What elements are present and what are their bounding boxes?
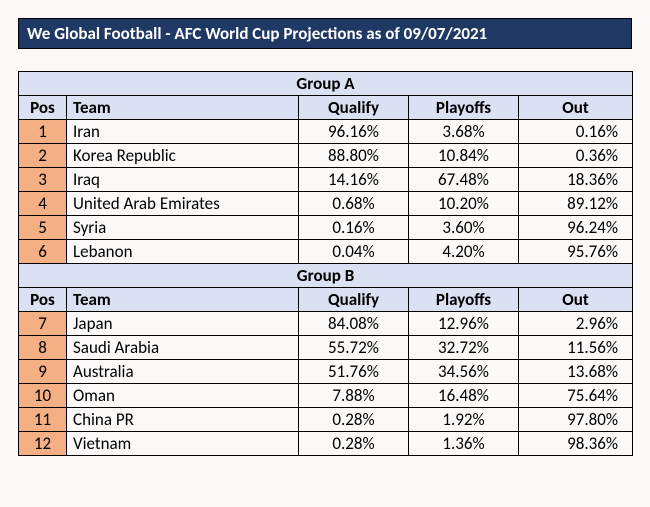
column-header: Pos [19,288,67,312]
qualify-cell: 88.80% [299,144,409,168]
title-bar: We Global Football - AFC World Cup Proje… [18,18,632,49]
pos-cell: 6 [19,240,67,264]
playoffs-cell: 12.96% [409,312,519,336]
table-row: 6Lebanon0.04%4.20%95.76% [19,240,633,264]
team-cell: Iraq [67,168,299,192]
group-header: Group A [19,72,633,96]
qualify-cell: 96.16% [299,120,409,144]
out-cell: 89.12% [519,192,633,216]
playoffs-cell: 10.84% [409,144,519,168]
qualify-cell: 0.28% [299,432,409,456]
column-header: Qualify [299,288,409,312]
out-cell: 75.64% [519,384,633,408]
projection-sheet: We Global Football - AFC World Cup Proje… [18,18,632,456]
column-header: Pos [19,96,67,120]
playoffs-cell: 34.56% [409,360,519,384]
team-cell: Vietnam [67,432,299,456]
playoffs-cell: 4.20% [409,240,519,264]
team-cell: China PR [67,408,299,432]
pos-cell: 2 [19,144,67,168]
table-row: 9Australia51.76%34.56%13.68% [19,360,633,384]
qualify-cell: 0.16% [299,216,409,240]
team-cell: Japan [67,312,299,336]
playoffs-cell: 3.68% [409,120,519,144]
out-cell: 97.80% [519,408,633,432]
playoffs-cell: 32.72% [409,336,519,360]
column-header: Team [67,96,299,120]
column-header-row: PosTeamQualifyPlayoffsOut [19,96,633,120]
out-cell: 0.16% [519,120,633,144]
pos-cell: 1 [19,120,67,144]
team-cell: Lebanon [67,240,299,264]
table-row: 4United Arab Emirates0.68%10.20%89.12% [19,192,633,216]
playoffs-cell: 1.36% [409,432,519,456]
out-cell: 13.68% [519,360,633,384]
table-row: 5Syria0.16%3.60%96.24% [19,216,633,240]
qualify-cell: 7.88% [299,384,409,408]
team-cell: Australia [67,360,299,384]
table-row: 12Vietnam0.28%1.36%98.36% [19,432,633,456]
team-cell: Oman [67,384,299,408]
table-row: 11China PR0.28%1.92%97.80% [19,408,633,432]
table-row: 10Oman7.88%16.48%75.64% [19,384,633,408]
out-cell: 11.56% [519,336,633,360]
qualify-cell: 14.16% [299,168,409,192]
team-cell: United Arab Emirates [67,192,299,216]
qualify-cell: 55.72% [299,336,409,360]
group-header: Group B [19,264,633,288]
table-row: 8Saudi Arabia55.72%32.72%11.56% [19,336,633,360]
out-cell: 96.24% [519,216,633,240]
team-cell: Saudi Arabia [67,336,299,360]
playoffs-cell: 16.48% [409,384,519,408]
pos-cell: 10 [19,384,67,408]
playoffs-cell: 10.20% [409,192,519,216]
pos-cell: 3 [19,168,67,192]
column-header: Team [67,288,299,312]
column-header: Qualify [299,96,409,120]
spacer [18,49,632,71]
qualify-cell: 0.04% [299,240,409,264]
qualify-cell: 51.76% [299,360,409,384]
pos-cell: 12 [19,432,67,456]
pos-cell: 5 [19,216,67,240]
table-row: 1Iran96.16%3.68%0.16% [19,120,633,144]
group-header-row: Group A [19,72,633,96]
out-cell: 0.36% [519,144,633,168]
column-header: Playoffs [409,96,519,120]
table-row: 2Korea Republic88.80%10.84%0.36% [19,144,633,168]
pos-cell: 7 [19,312,67,336]
pos-cell: 4 [19,192,67,216]
qualify-cell: 0.68% [299,192,409,216]
playoffs-cell: 3.60% [409,216,519,240]
out-cell: 18.36% [519,168,633,192]
column-header: Out [519,96,633,120]
table-row: 7Japan84.08%12.96%2.96% [19,312,633,336]
playoffs-cell: 1.92% [409,408,519,432]
pos-cell: 8 [19,336,67,360]
qualify-cell: 0.28% [299,408,409,432]
team-cell: Syria [67,216,299,240]
out-cell: 95.76% [519,240,633,264]
pos-cell: 9 [19,360,67,384]
team-cell: Iran [67,120,299,144]
projection-table: Group APosTeamQualifyPlayoffsOut1Iran96.… [18,71,633,456]
column-header: Out [519,288,633,312]
column-header-row: PosTeamQualifyPlayoffsOut [19,288,633,312]
table-row: 3Iraq14.16%67.48%18.36% [19,168,633,192]
playoffs-cell: 67.48% [409,168,519,192]
out-cell: 98.36% [519,432,633,456]
qualify-cell: 84.08% [299,312,409,336]
column-header: Playoffs [409,288,519,312]
pos-cell: 11 [19,408,67,432]
out-cell: 2.96% [519,312,633,336]
group-header-row: Group B [19,264,633,288]
team-cell: Korea Republic [67,144,299,168]
